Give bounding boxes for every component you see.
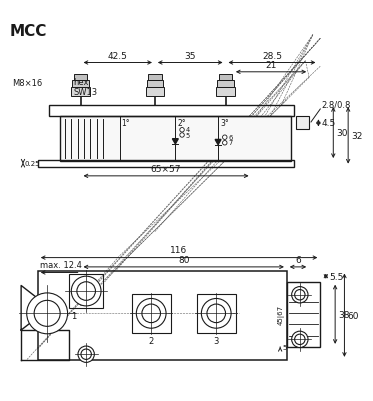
Circle shape [142,304,160,323]
Text: 80: 80 [178,255,189,264]
Polygon shape [172,139,178,144]
Text: 6: 6 [295,255,301,264]
Text: 1°: 1° [122,119,130,128]
Circle shape [223,141,227,146]
Text: M8×16: M8×16 [12,79,42,88]
Circle shape [201,299,231,328]
Text: 0.25: 0.25 [25,161,40,167]
Circle shape [292,287,308,303]
Polygon shape [215,140,221,145]
Text: 2: 2 [148,336,154,345]
Circle shape [223,136,227,140]
Text: 5: 5 [185,132,189,138]
Circle shape [27,293,68,334]
Bar [216,88,235,97]
Text: 4: 4 [185,127,189,133]
Bar [60,117,291,162]
Text: max. 12.4: max. 12.4 [40,261,82,270]
Circle shape [81,349,91,360]
Bar [49,106,294,117]
Text: 30: 30 [336,129,348,138]
Bar [287,282,320,347]
Text: 6: 6 [228,134,232,140]
Text: 45|67: 45|67 [278,304,285,324]
Circle shape [207,304,226,323]
Polygon shape [21,286,38,330]
Text: 3°: 3° [220,119,229,128]
Polygon shape [21,330,69,360]
Text: 116: 116 [170,246,188,255]
Text: 42.5: 42.5 [108,51,128,61]
Text: 65×57: 65×57 [151,165,181,174]
Circle shape [77,282,95,301]
Bar [217,81,234,88]
Bar [145,88,164,97]
Text: 60: 60 [347,311,359,320]
Bar [74,75,87,81]
Text: hex
SW13: hex SW13 [73,78,97,97]
Bar [38,271,287,360]
Circle shape [71,277,101,306]
Text: 1: 1 [71,311,76,320]
Bar [71,88,90,97]
Text: 32: 32 [351,132,363,140]
Text: 4.5: 4.5 [322,119,336,128]
Text: 21: 21 [265,61,277,70]
Text: 7: 7 [228,140,232,146]
Text: MCC: MCC [10,24,47,39]
Circle shape [295,290,305,300]
Text: 5: 5 [282,344,286,350]
Circle shape [295,334,305,345]
Circle shape [137,299,166,328]
Circle shape [180,134,184,138]
Circle shape [34,301,60,326]
Bar [38,160,294,167]
Text: 38: 38 [338,310,350,319]
Bar [147,81,163,88]
Circle shape [180,128,184,133]
Bar [72,81,89,88]
Circle shape [78,346,94,363]
Bar [132,294,170,333]
Bar [148,75,162,81]
Text: 2.8/0.8: 2.8/0.8 [322,100,351,109]
Bar [296,117,309,130]
Text: 28.5: 28.5 [262,51,282,61]
Circle shape [292,331,308,348]
Text: 5.5: 5.5 [329,272,343,281]
Text: 3: 3 [213,336,219,345]
Bar [69,275,103,308]
Text: 2°: 2° [177,119,186,128]
Bar [219,75,232,81]
Bar [197,294,236,333]
Text: 35: 35 [185,51,196,61]
